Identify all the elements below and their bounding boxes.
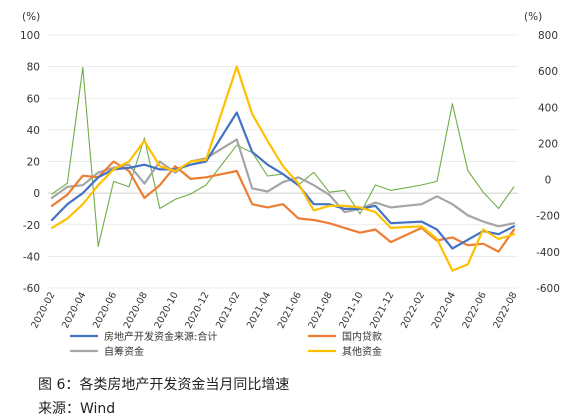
right-axis: 800 600 400 200 0 -200 -400 -600 (%) (524, 11, 560, 295)
series-line (51, 66, 515, 247)
x-tick-label: 2020-12 (183, 290, 211, 330)
right-tick-label: 0 (545, 175, 552, 187)
figure-caption-text: 图 6：各类房地产开发资金当月同比增速 (38, 377, 290, 393)
x-tick-label: 2021-06 (276, 290, 304, 330)
figure-caption: 图 6：各类房地产开发资金当月同比增速 (38, 374, 289, 394)
series-layer (50, 65, 516, 272)
legend-label: 自筹资金 (104, 345, 144, 358)
x-tick-label: 2020-10 (152, 290, 180, 330)
right-tick-label: 400 (538, 102, 558, 114)
x-tick-label: 2021-10 (337, 290, 365, 330)
left-axis: 100 80 60 40 20 0 -20 -40 -60 (%) (20, 11, 40, 295)
x-tick-label: 2022-08 (491, 290, 519, 330)
left-tick-label: 20 (27, 157, 40, 169)
legend-label: 其他资金 (342, 345, 382, 358)
gridlines (48, 34, 518, 289)
left-tick-label: 100 (20, 30, 40, 42)
source-note: 来源：Wind (38, 398, 115, 418)
series-line (50, 65, 516, 272)
left-unit-label: (%) (22, 11, 40, 23)
right-tick-label: 600 (538, 66, 558, 78)
x-tick-label: 2021-02 (214, 290, 242, 330)
left-tick-label: -60 (23, 283, 40, 295)
x-tick-label: 2022-02 (399, 290, 427, 330)
x-tick-label: 2020-06 (91, 290, 119, 330)
right-tick-label: -400 (536, 247, 560, 259)
series-line (50, 138, 516, 228)
left-tick-label: 40 (27, 125, 40, 137)
x-tick-label: 2020-02 (29, 290, 57, 330)
left-tick-label: 0 (33, 188, 40, 200)
legend-label: 国内贷款 (342, 330, 382, 343)
x-tick-label: 2021-12 (368, 290, 396, 330)
x-tick-label: 2022-06 (460, 290, 488, 330)
right-unit-label: (%) (524, 11, 542, 23)
x-tick-label: 2021-04 (245, 290, 273, 330)
x-tick-label: 2020-08 (122, 290, 150, 330)
x-tick-label: 2022-04 (430, 290, 458, 330)
left-tick-label: 60 (27, 93, 40, 105)
right-tick-label: 800 (538, 30, 558, 42)
x-axis: 2020-02 2020-04 2020-06 2020-08 2020-10 2020-… (29, 290, 519, 330)
left-tick-label: -20 (23, 220, 40, 232)
left-tick-label: -40 (23, 251, 40, 263)
right-tick-label: -600 (536, 283, 560, 295)
x-tick-label: 2020-04 (60, 290, 88, 330)
right-tick-label: 200 (538, 138, 558, 150)
legend-label: 房地产开发资金来源:合计 (104, 330, 217, 343)
left-tick-label: 80 (27, 62, 40, 74)
right-tick-label: -200 (536, 211, 560, 223)
source-note-text: 来源：Wind (38, 401, 116, 417)
x-tick-label: 2021-08 (306, 290, 334, 330)
series-line (50, 111, 516, 250)
